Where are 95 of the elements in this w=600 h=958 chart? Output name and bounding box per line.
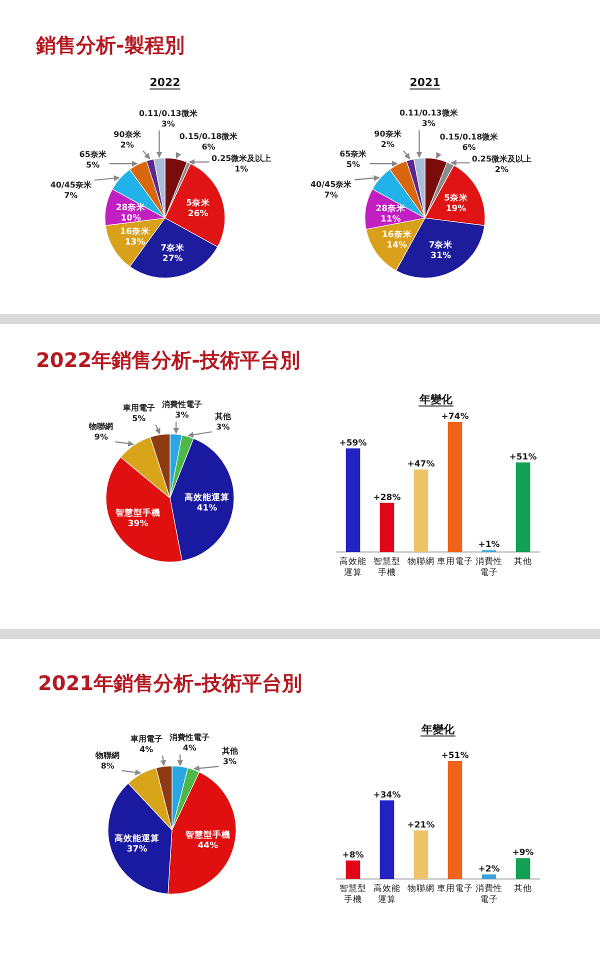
category-label: 智慧型手機	[340, 884, 366, 905]
slice-label: 0.25微米及以上	[472, 154, 532, 164]
category-label: 其他	[514, 884, 532, 894]
value-label: 2%	[120, 140, 134, 150]
slice-label: 40/45奈米	[310, 180, 352, 189]
slice-label: 5奈米	[186, 198, 210, 209]
slice-label: 28奈米	[116, 202, 146, 213]
value-label: 13%	[124, 238, 146, 248]
slice-label: 7奈米	[160, 243, 185, 254]
value-label: +74%	[441, 412, 469, 422]
slice-label: 40/45奈米	[50, 180, 92, 190]
value-label: 41%	[196, 504, 218, 514]
category-label: 消費性電子	[476, 884, 502, 905]
slice-label: 車用電子	[122, 404, 155, 413]
slice-label: 7奈米	[428, 240, 453, 250]
category-label: 高效能運算	[340, 557, 366, 578]
slice-label: 智慧型手機	[185, 830, 230, 841]
value-label: 39%	[128, 518, 148, 529]
value-label: 3%	[175, 410, 189, 420]
slice-label: 65奈米	[340, 150, 367, 159]
value-label: 9%	[94, 432, 108, 442]
value-label: +8%	[342, 850, 364, 860]
category-label: 其他	[514, 557, 532, 567]
title: 年變化	[422, 723, 454, 736]
slice-label: 90奈米	[114, 130, 141, 139]
value-label: +9%	[512, 848, 534, 858]
value-label: 5%	[346, 160, 360, 170]
slice-label: 消費性電子	[162, 400, 202, 410]
category-label: 物聯網	[408, 884, 434, 894]
value-label: 6%	[202, 142, 216, 152]
value-label: +51%	[441, 751, 469, 761]
value-label: 31%	[430, 251, 451, 261]
slice-label: 物聯網	[89, 422, 114, 431]
slice-label: 物聯網	[96, 750, 120, 760]
title: 年變化	[420, 393, 452, 406]
slice-label: 16奈米	[120, 227, 150, 238]
category-label: 消費性電子	[476, 557, 502, 578]
slice-label: 0.15/0.18微米	[440, 132, 498, 142]
slice-label: 65奈米	[79, 150, 106, 159]
value-label: 11%	[380, 214, 401, 225]
title: 2022年銷售分析-技術平台別	[36, 348, 300, 372]
category-label: 高效能運算	[374, 884, 400, 905]
slice-label: 高效能運算	[114, 834, 160, 844]
value-label: +59%	[339, 438, 367, 448]
slice-label: 0.15/0.18微米	[179, 132, 238, 142]
value-label: +28%	[373, 492, 401, 503]
value-label: 2%	[494, 164, 509, 174]
value-label: 10%	[120, 213, 141, 224]
category-label: 車用電子	[437, 884, 473, 894]
slice-label: 0.11/0.13微米	[399, 108, 458, 118]
value-label: 37%	[126, 844, 148, 855]
value-label: 5%	[86, 160, 100, 170]
category-label: 車用電子	[437, 557, 473, 567]
value-label: 7%	[324, 190, 338, 200]
title: 2021年銷售分析-技術平台別	[38, 671, 302, 695]
value-label: 14%	[386, 240, 408, 250]
value-label: 4%	[182, 743, 196, 752]
value-label: 4%	[140, 744, 154, 754]
value-label: 3%	[222, 757, 237, 766]
category-label: 智慧型手機	[374, 557, 400, 578]
value-label: 6%	[462, 142, 476, 152]
value-label: 3%	[422, 119, 436, 128]
value-label: 26%	[188, 209, 208, 220]
value-label: 1%	[234, 164, 248, 174]
value-label: 44%	[198, 841, 218, 852]
value-label: 7%	[64, 190, 78, 200]
slice-label: 0.25微米及以上	[212, 154, 272, 163]
subtitle: 2022	[150, 76, 180, 89]
value-label: 27%	[162, 254, 183, 264]
value-label: 5%	[132, 414, 146, 424]
slice-label: 消費性電子	[170, 732, 210, 742]
value-label: 8%	[100, 761, 114, 770]
value-label: +34%	[373, 790, 401, 800]
slice-label: 車用電子	[130, 734, 162, 744]
value-label: 2%	[380, 140, 394, 150]
slice-label: 高效能運算	[184, 493, 230, 503]
title: 銷售分析-製程別	[36, 33, 184, 57]
slice-label: 5奈米	[444, 194, 468, 204]
value-label: 19%	[446, 204, 466, 214]
slice-label: 28奈米	[376, 204, 406, 214]
category-label: 物聯網	[408, 557, 434, 567]
value-label: +21%	[407, 820, 435, 830]
value-label: +47%	[407, 459, 435, 470]
slice-label: 智慧型手機	[116, 508, 161, 518]
value-label: 3%	[216, 422, 230, 432]
value-label: 3%	[161, 119, 175, 128]
value-label: +51%	[509, 452, 537, 462]
title: 2021	[410, 76, 440, 89]
slice-label: 16奈米	[382, 230, 412, 240]
slice-label: 0.11/0.13微米	[138, 108, 198, 118]
slice-label: 90奈米	[374, 130, 402, 139]
value-label: +2%	[478, 864, 500, 874]
slice-label: 其他	[214, 412, 231, 422]
value-label: +1%	[478, 540, 500, 550]
slice-label: 其他	[222, 746, 238, 756]
